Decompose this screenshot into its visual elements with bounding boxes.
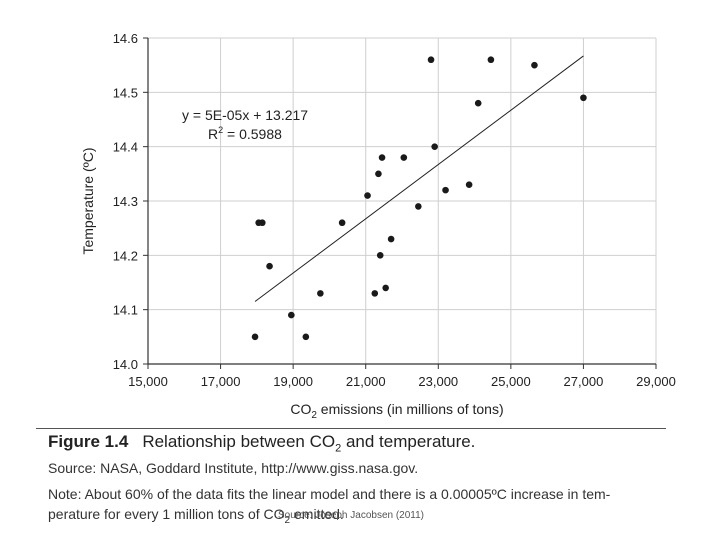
figure-label: Figure 1.4 [48, 432, 129, 451]
data-point [302, 333, 310, 341]
figure-note-line1: Note: About 60% of the data fits the lin… [48, 486, 611, 502]
x-tick-label: 21,000 [346, 374, 386, 389]
data-point [465, 181, 473, 188]
x-tick-label: 27,000 [564, 374, 604, 389]
figure-note: Note: About 60% of the data fits the lin… [48, 484, 688, 531]
source-credit: Source: Joseph Jacobsen (2011) [278, 510, 425, 521]
x-axis-title-subscript: 2 [311, 410, 317, 421]
data-point [371, 290, 379, 297]
caption-divider [36, 428, 666, 429]
data-point [400, 154, 408, 161]
data-point [487, 56, 495, 64]
y-axis-title: Temperature (ºC) [80, 147, 96, 254]
data-point [427, 56, 435, 64]
data-point [338, 219, 346, 227]
trendline [254, 55, 584, 302]
r-squared-prefix: R [208, 126, 218, 142]
data-point [474, 99, 482, 107]
figure-title-subscript: 2 [335, 442, 342, 455]
r-squared: R2 = 0.5988 [208, 125, 282, 142]
data-point [375, 170, 382, 178]
x-axis-title: CO2 emissions (in millions of tons) [290, 401, 503, 421]
data-point [378, 154, 386, 161]
x-tick-label: 25,000 [491, 374, 531, 389]
r-squared-value: = 0.5988 [223, 126, 282, 142]
data-point [259, 219, 266, 227]
x-tick-label: 17,000 [201, 374, 241, 389]
data-point [364, 192, 371, 199]
x-tick-label: 23,000 [418, 374, 458, 389]
data-point [431, 143, 438, 150]
note-line2-subscript: 2 [284, 514, 291, 526]
x-tick-label: 15,000 [128, 374, 168, 389]
data-point [382, 284, 389, 292]
figure-title: Figure 1.4 Relationship between CO2 and t… [48, 432, 688, 454]
scatter-chart: 14.0 14.1 14.2 14.3 14.4 14.5 14.6 15,000 17,000… [80, 31, 676, 421]
data-point [266, 262, 273, 270]
x-axis-title-rest: emissions (in millions of tons) [317, 401, 504, 417]
figure-title-suffix: and temperature. [341, 432, 476, 451]
y-tick-label: 14.0 [113, 357, 138, 372]
y-tick-label: 14.3 [113, 194, 138, 209]
y-tick-label: 14.6 [113, 31, 138, 46]
data-point [288, 311, 295, 319]
note-line2-suffix: emitted. [290, 506, 344, 522]
data-point [251, 333, 259, 341]
data-point [415, 203, 422, 210]
data-point [580, 94, 587, 102]
data-point [376, 252, 384, 259]
figure-title-prefix: Relationship between CO [142, 432, 336, 451]
regression-equation: y = 5E-05x + 13.217 [182, 107, 308, 123]
figure-source: Source: NASA, Goddard Institute, http://… [48, 460, 419, 476]
data-point [531, 61, 538, 69]
y-tick-label: 14.5 [113, 85, 138, 100]
x-tick-label: 19,000 [273, 374, 313, 389]
y-tick-label: 14.4 [113, 140, 138, 155]
x-axis-title-main: CO [290, 401, 311, 417]
x-tick-label: 29,000 [636, 374, 676, 389]
data-point [317, 290, 324, 297]
figure-note-line2: perature for every 1 million tons of CO2… [48, 504, 688, 531]
note-line2-prefix: perature for every 1 million tons of CO [48, 506, 285, 522]
r-squared-superscript: 2 [218, 125, 223, 135]
y-tick-label: 14.2 [113, 248, 138, 263]
data-point [387, 235, 395, 243]
y-tick-label: 14.1 [113, 303, 138, 318]
data-point [442, 186, 449, 194]
